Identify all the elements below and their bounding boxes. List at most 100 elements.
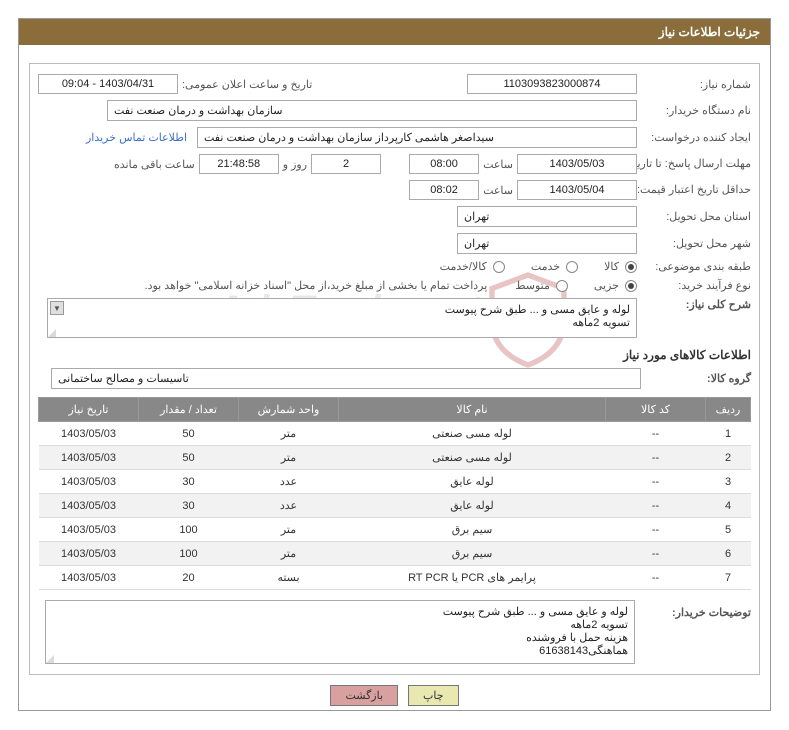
- radio-goods[interactable]: [625, 261, 637, 273]
- radio-service-label: خدمت: [531, 260, 560, 273]
- table-cell-n: 5: [706, 518, 751, 542]
- table-cell-qty: 100: [139, 542, 239, 566]
- buyer-notes-l4: هماهنگی61638143: [52, 644, 628, 657]
- row-requester: ایجاد کننده درخواست: سیداصغر هاشمی کارپر…: [38, 127, 751, 148]
- announce-value: 1403/04/31 - 09:04: [38, 74, 178, 94]
- table-cell-date: 1403/05/03: [39, 518, 139, 542]
- table-cell-date: 1403/05/03: [39, 422, 139, 446]
- table-cell-code: --: [606, 470, 706, 494]
- group-value: تاسیسات و مصالح ساختمانی: [51, 368, 641, 389]
- table-cell-date: 1403/05/03: [39, 470, 139, 494]
- back-button[interactable]: بازگشت: [330, 685, 398, 706]
- panel-body: شماره نیاز: 1103093823000874 تاریخ و ساع…: [29, 63, 760, 675]
- goods-info-title: اطلاعات کالاهای مورد نیاز: [38, 348, 751, 362]
- validity-time-value: 08:02: [409, 180, 479, 200]
- table-cell-n: 7: [706, 566, 751, 590]
- buyer-org-value: سازمان بهداشت و درمان صنعت نفت: [107, 100, 637, 121]
- province-label: استان محل تحویل:: [641, 210, 751, 223]
- response-date-value: 1403/05/03: [517, 154, 637, 174]
- summary-line2: تسویه 2ماهه: [68, 316, 630, 329]
- response-time-value: 08:00: [409, 154, 479, 174]
- table-cell-code: --: [606, 518, 706, 542]
- print-button[interactable]: چاپ: [408, 685, 459, 706]
- table-cell-name: لوله مسی صنعتی: [339, 422, 606, 446]
- table-cell-name: سیم برق: [339, 518, 606, 542]
- countdown-value: 21:48:58: [199, 154, 279, 174]
- radio-partial[interactable]: [625, 280, 637, 292]
- radio-partial-label: جزیی: [594, 279, 619, 292]
- city-label: شهر محل تحویل:: [641, 237, 751, 250]
- buyer-notes-l3: هزینه حمل با فروشنده: [52, 631, 628, 644]
- buyer-notes-l2: تسویه 2ماهه: [52, 618, 628, 631]
- table-cell-qty: 30: [139, 470, 239, 494]
- province-value: تهران: [457, 206, 637, 227]
- th-date: تاریخ نیاز: [39, 398, 139, 422]
- table-cell-unit: متر: [239, 542, 339, 566]
- row-buyer-notes: توضیحات خریدار: لوله و عایق مسی و ... طب…: [38, 600, 751, 664]
- radio-service[interactable]: [566, 261, 578, 273]
- table-cell-name: سیم برق: [339, 542, 606, 566]
- buyer-contact-link[interactable]: اطلاعات تماس خریدار: [80, 131, 193, 144]
- table-cell-date: 1403/05/03: [39, 542, 139, 566]
- th-row: ردیف: [706, 398, 751, 422]
- table-cell-unit: بسته: [239, 566, 339, 590]
- remaining-label: ساعت باقی مانده: [114, 158, 195, 171]
- table-cell-qty: 50: [139, 422, 239, 446]
- row-summary: شرح کلی نیاز: ▼ لوله و عایق مسی و ... طب…: [38, 298, 751, 338]
- table-row: 7--پرایمر های PCR یا RT PCRبسته201403/05…: [39, 566, 751, 590]
- radio-goods-service-label: کالا/خدمت: [440, 260, 487, 273]
- th-unit: واحد شمارش: [239, 398, 339, 422]
- table-cell-code: --: [606, 566, 706, 590]
- days-and-label: روز و: [283, 158, 307, 171]
- summary-label: شرح کلی نیاز:: [641, 298, 751, 311]
- table-cell-code: --: [606, 446, 706, 470]
- summary-textarea[interactable]: ▼ لوله و عایق مسی و ... طبق شرح پیوست تس…: [47, 298, 637, 338]
- table-cell-qty: 20: [139, 566, 239, 590]
- th-code: کد کالا: [606, 398, 706, 422]
- radio-medium-label: متوسط: [515, 279, 550, 292]
- scroll-down-icon[interactable]: ▼: [50, 301, 64, 315]
- table-cell-code: --: [606, 542, 706, 566]
- buyer-notes-textarea[interactable]: لوله و عایق مسی و ... طبق شرح پیوست تسوی…: [45, 600, 635, 664]
- table-cell-qty: 30: [139, 494, 239, 518]
- panel-title: جزئیات اطلاعات نیاز: [19, 19, 770, 45]
- buyer-notes-l1: لوله و عایق مسی و ... طبق شرح پیوست: [52, 605, 628, 618]
- row-validity: حداقل تاریخ اعتبار قیمت: تا تاریخ: 1403/…: [38, 180, 751, 200]
- need-number-value: 1103093823000874: [467, 74, 637, 94]
- group-label: گروه کالا:: [641, 372, 751, 385]
- row-need-number: شماره نیاز: 1103093823000874 تاریخ و ساع…: [38, 74, 751, 94]
- process-label: نوع فرآیند خرید:: [641, 279, 751, 292]
- goods-table: ردیف کد کالا نام کالا واحد شمارش تعداد /…: [38, 397, 751, 590]
- radio-goods-label: کالا: [604, 260, 619, 273]
- row-response-deadline: مهلت ارسال پاسخ: تا تاریخ: 1403/05/03 سا…: [38, 154, 751, 174]
- summary-line1: لوله و عایق مسی و ... طبق شرح پیوست: [68, 303, 630, 316]
- row-city: شهر محل تحویل: تهران: [38, 233, 751, 254]
- footer-buttons: چاپ بازگشت: [19, 685, 770, 710]
- validity-date-value: 1403/05/04: [517, 180, 637, 200]
- table-cell-date: 1403/05/03: [39, 566, 139, 590]
- table-cell-code: --: [606, 422, 706, 446]
- table-cell-n: 2: [706, 446, 751, 470]
- category-label: طبقه بندی موضوعی:: [641, 260, 751, 273]
- buyer-notes-label: توضیحات خریدار:: [641, 600, 751, 619]
- table-cell-name: لوله مسی صنعتی: [339, 446, 606, 470]
- table-cell-n: 6: [706, 542, 751, 566]
- table-cell-unit: عدد: [239, 470, 339, 494]
- table-cell-unit: متر: [239, 518, 339, 542]
- table-row: 1--لوله مسی صنعتیمتر501403/05/03: [39, 422, 751, 446]
- th-name: نام کالا: [339, 398, 606, 422]
- radio-goods-service[interactable]: [493, 261, 505, 273]
- table-row: 2--لوله مسی صنعتیمتر501403/05/03: [39, 446, 751, 470]
- table-row: 4--لوله عایقعدد301403/05/03: [39, 494, 751, 518]
- table-header-row: ردیف کد کالا نام کالا واحد شمارش تعداد /…: [39, 398, 751, 422]
- radio-medium[interactable]: [556, 280, 568, 292]
- table-cell-unit: عدد: [239, 494, 339, 518]
- row-category: طبقه بندی موضوعی: کالا خدمت کالا/خدمت: [38, 260, 751, 273]
- table-row: 3--لوله عایقعدد301403/05/03: [39, 470, 751, 494]
- row-process: نوع فرآیند خرید: جزیی متوسط پرداخت تمام …: [38, 279, 751, 292]
- th-qty: تعداد / مقدار: [139, 398, 239, 422]
- table-cell-code: --: [606, 494, 706, 518]
- table-cell-n: 1: [706, 422, 751, 446]
- table-cell-qty: 100: [139, 518, 239, 542]
- response-deadline-label: مهلت ارسال پاسخ: تا تاریخ:: [641, 157, 751, 171]
